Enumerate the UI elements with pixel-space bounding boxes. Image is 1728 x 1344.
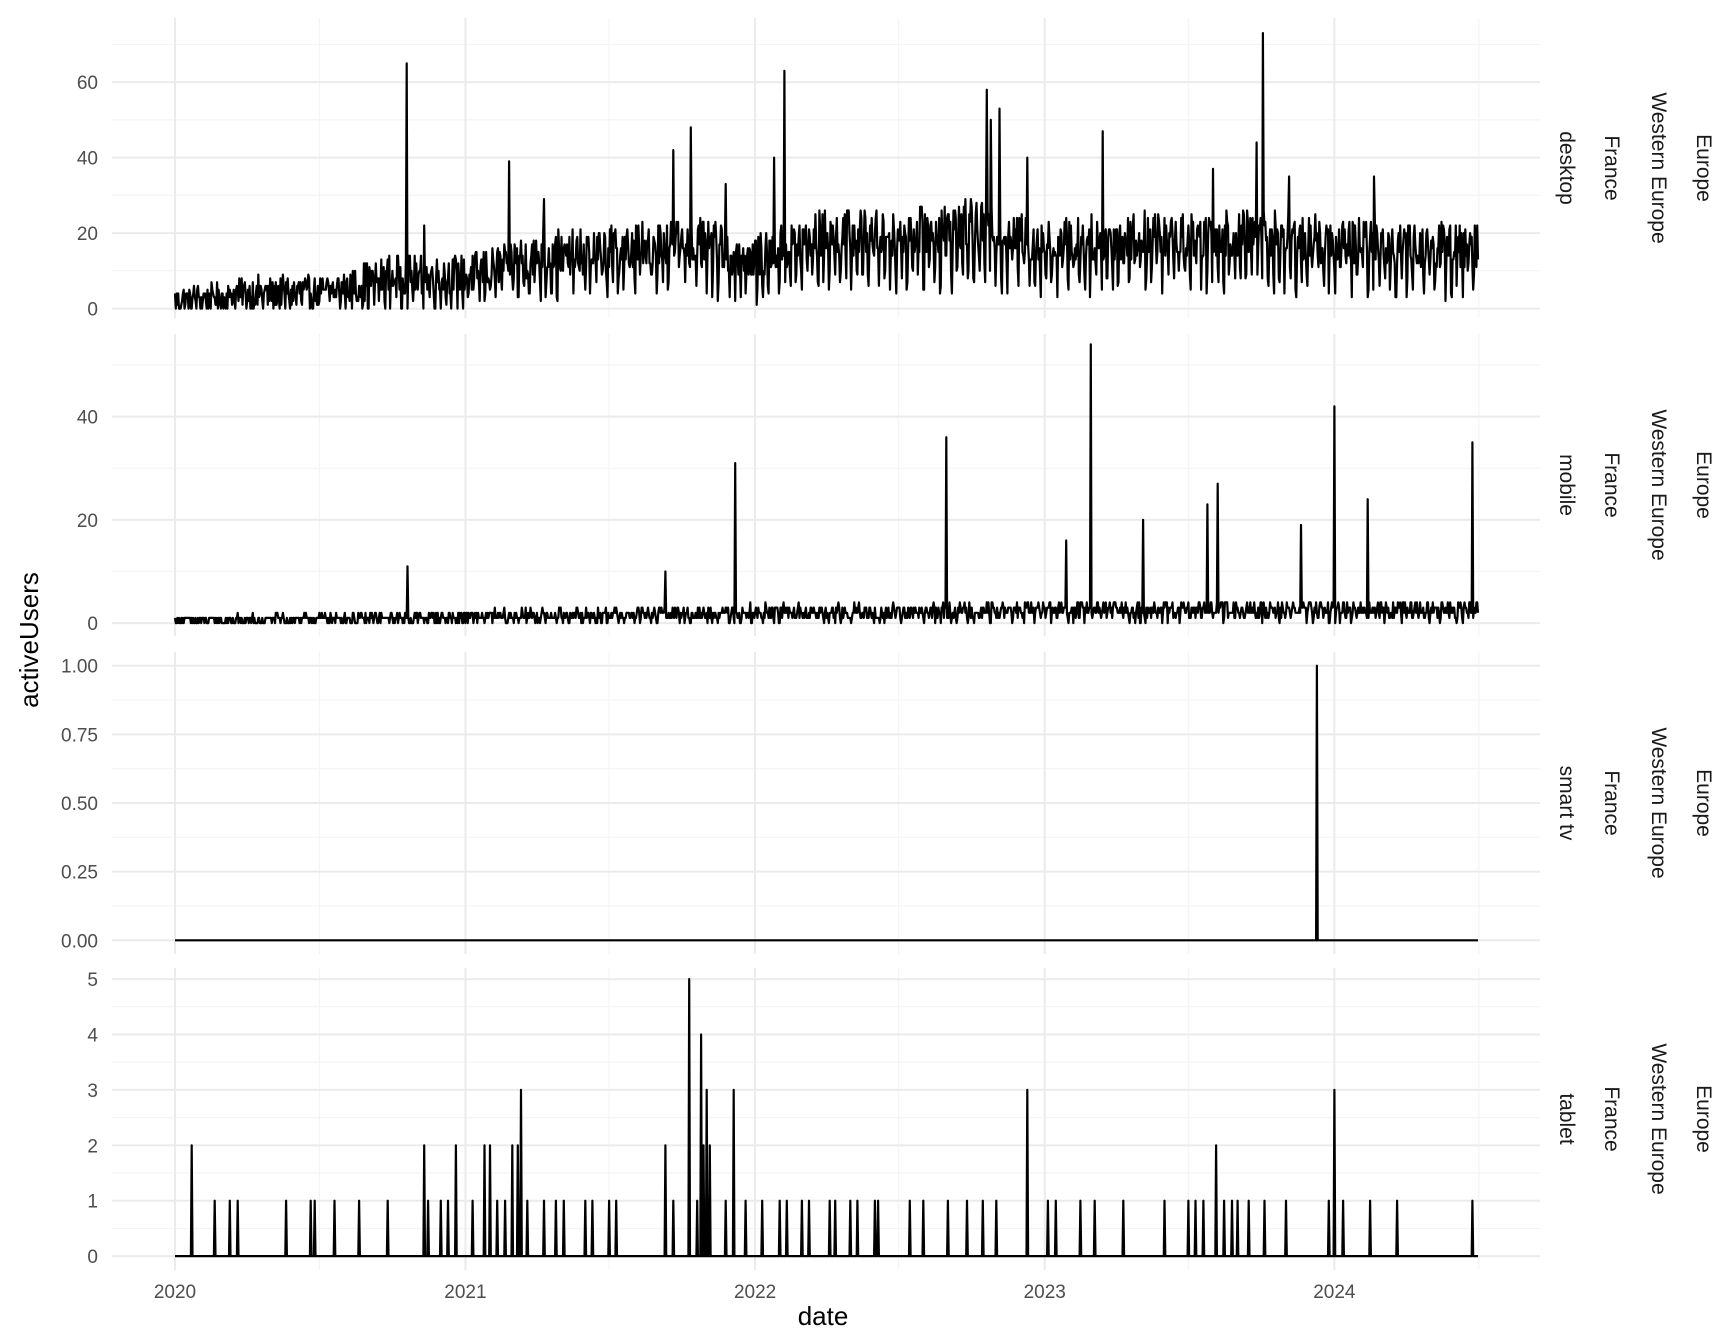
facet-strip-label: Europe xyxy=(1692,769,1715,837)
x-tick-label: 2023 xyxy=(1024,1282,1066,1303)
panel-3: 0 1 2 3 4 5 tablet France Western Europe Europe xyxy=(87,968,1715,1270)
facet-strip-label: France xyxy=(1600,452,1623,517)
y-tick-label: 0.25 xyxy=(61,863,98,884)
facet-strip-label: Europe xyxy=(1692,451,1715,519)
series-line-smart-tv xyxy=(174,664,1479,942)
y-tick-label: 0 xyxy=(87,300,98,321)
y-tick-label: 5 xyxy=(87,970,98,991)
y-tick-label: 1.00 xyxy=(61,657,98,678)
series-line-tablet xyxy=(174,977,1479,1258)
facet-strip-label: Europe xyxy=(1692,134,1715,202)
facet-strip-label: France xyxy=(1600,135,1623,200)
facet-strip-label: Western Europe xyxy=(1647,1043,1670,1194)
y-tick-label: 3 xyxy=(87,1081,98,1102)
panel-0: 0 20 40 60 desktop France Western Europe Europe xyxy=(77,18,1715,321)
x-tick-label: 2021 xyxy=(444,1282,486,1303)
y-tick-label: 60 xyxy=(77,73,98,94)
y-tick-label: 1 xyxy=(87,1192,98,1213)
x-tick-label: 2022 xyxy=(734,1282,776,1303)
y-tick-label: 2 xyxy=(87,1136,98,1157)
facet-strip-label: Western Europe xyxy=(1647,92,1670,243)
x-tick-label: 2020 xyxy=(154,1282,196,1303)
y-tick-label: 4 xyxy=(87,1025,98,1046)
facet-strip-label: Western Europe xyxy=(1647,727,1670,878)
y-tick-label: 0.75 xyxy=(61,725,98,746)
y-tick-label: 0.00 xyxy=(61,931,98,952)
x-axis-title: date xyxy=(798,1301,849,1331)
series-line-mobile xyxy=(173,343,1480,625)
y-axis-title: activeUsers xyxy=(14,572,44,708)
facet-strip-label: Europe xyxy=(1692,1085,1715,1153)
y-tick-label: 20 xyxy=(77,224,98,245)
y-tick-label: 0 xyxy=(87,1247,98,1268)
facet-strip-label: France xyxy=(1600,1086,1623,1151)
panel-2: 0.00 0.25 0.50 0.75 1.00 smart tv France Wester… xyxy=(61,652,1715,954)
facet-strip-label: France xyxy=(1600,770,1623,835)
facet-strip-label: smart tv xyxy=(1555,766,1578,841)
y-tick-label: 0.50 xyxy=(61,794,98,815)
y-tick-label: 20 xyxy=(77,511,98,532)
y-tick-label: 0 xyxy=(87,614,98,635)
facet-strip-label: tablet xyxy=(1555,1093,1578,1145)
y-tick-label: 40 xyxy=(77,408,98,429)
facet-strip-label: Western Europe xyxy=(1647,409,1670,560)
series-line-desktop xyxy=(173,31,1480,310)
panel-1: 0 20 40 mobile France Western Europe Europe xyxy=(77,334,1715,636)
y-tick-label: 40 xyxy=(77,149,98,170)
x-tick-label: 2024 xyxy=(1313,1282,1356,1303)
facet-strip-label: mobile xyxy=(1555,454,1578,516)
facet-strip-label: desktop xyxy=(1555,131,1578,205)
